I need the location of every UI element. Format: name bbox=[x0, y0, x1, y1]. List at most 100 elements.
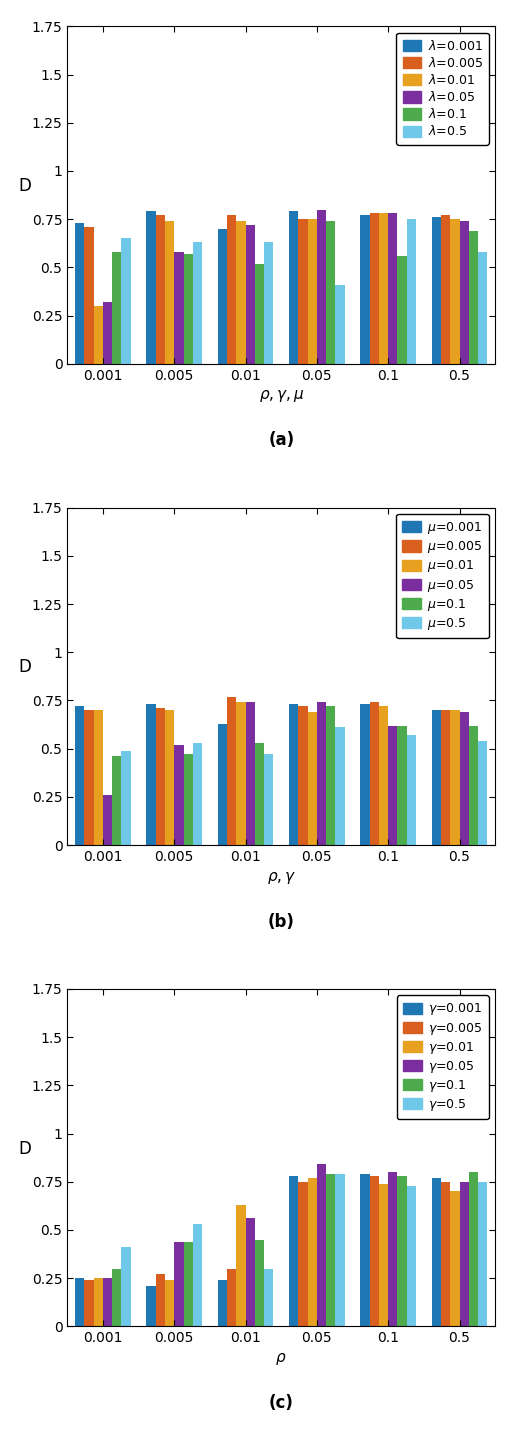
Bar bbox=[407, 735, 416, 845]
Bar bbox=[121, 751, 131, 845]
Bar bbox=[147, 212, 156, 363]
Bar bbox=[308, 712, 317, 845]
Bar bbox=[85, 227, 93, 363]
Bar bbox=[317, 1164, 326, 1327]
Bar bbox=[469, 1173, 478, 1327]
Bar bbox=[388, 213, 397, 363]
Text: (b): (b) bbox=[268, 912, 295, 931]
Bar bbox=[379, 213, 388, 363]
Legend: $\lambda$=0.001, $\lambda$=0.005, $\lambda$=0.01, $\lambda$=0.05, $\lambda$=0.1,: $\lambda$=0.001, $\lambda$=0.005, $\lamb… bbox=[396, 33, 489, 144]
Bar bbox=[174, 745, 184, 845]
Bar bbox=[397, 256, 407, 363]
Text: (a): (a) bbox=[268, 432, 294, 449]
Bar bbox=[450, 1191, 460, 1327]
Bar bbox=[478, 741, 487, 845]
Bar bbox=[326, 222, 335, 363]
Bar bbox=[184, 1241, 193, 1327]
Bar bbox=[121, 1247, 131, 1327]
Bar bbox=[289, 212, 298, 363]
Bar bbox=[218, 724, 227, 845]
Bar bbox=[112, 252, 121, 363]
Bar bbox=[236, 1205, 246, 1327]
X-axis label: $\rho,\gamma,\mu$: $\rho,\gamma,\mu$ bbox=[259, 388, 304, 405]
Bar bbox=[388, 725, 397, 845]
Bar bbox=[460, 222, 469, 363]
Bar bbox=[193, 242, 202, 363]
Bar bbox=[121, 239, 131, 363]
Bar bbox=[298, 1181, 308, 1327]
Bar bbox=[85, 711, 93, 845]
Bar bbox=[450, 711, 460, 845]
Bar bbox=[317, 702, 326, 845]
Bar bbox=[93, 711, 103, 845]
Bar bbox=[246, 1218, 255, 1327]
Bar bbox=[469, 725, 478, 845]
Bar bbox=[379, 706, 388, 845]
Bar bbox=[156, 1274, 165, 1327]
Legend: $\mu$=0.001, $\mu$=0.005, $\mu$=0.01, $\mu$=0.05, $\mu$=0.1, $\mu$=0.5: $\mu$=0.001, $\mu$=0.005, $\mu$=0.01, $\… bbox=[396, 513, 489, 638]
Bar bbox=[407, 1185, 416, 1327]
Bar bbox=[246, 225, 255, 363]
Y-axis label: D: D bbox=[18, 1140, 31, 1158]
Bar bbox=[335, 1174, 345, 1327]
Bar bbox=[308, 219, 317, 363]
Bar bbox=[236, 702, 246, 845]
Bar bbox=[326, 1174, 335, 1327]
Bar bbox=[264, 242, 273, 363]
Bar bbox=[246, 702, 255, 845]
Bar bbox=[147, 1286, 156, 1327]
Bar bbox=[441, 711, 450, 845]
Bar bbox=[478, 1181, 487, 1327]
Bar bbox=[308, 1178, 317, 1327]
Bar bbox=[379, 1184, 388, 1327]
Bar bbox=[75, 223, 85, 363]
Bar bbox=[112, 1268, 121, 1327]
Bar bbox=[264, 755, 273, 845]
Bar bbox=[369, 213, 379, 363]
Bar bbox=[165, 711, 174, 845]
Bar bbox=[236, 222, 246, 363]
Bar bbox=[317, 210, 326, 363]
Bar bbox=[156, 216, 165, 363]
Bar bbox=[441, 1181, 450, 1327]
Bar bbox=[432, 711, 441, 845]
Bar bbox=[103, 795, 112, 845]
Bar bbox=[75, 706, 85, 845]
Bar bbox=[85, 1280, 93, 1327]
Bar bbox=[360, 705, 369, 845]
Bar bbox=[218, 229, 227, 363]
Bar bbox=[156, 708, 165, 845]
Bar bbox=[93, 1278, 103, 1327]
X-axis label: $\rho$: $\rho$ bbox=[276, 1351, 287, 1367]
Bar bbox=[369, 1175, 379, 1327]
Bar bbox=[298, 219, 308, 363]
Bar bbox=[193, 744, 202, 845]
Bar bbox=[432, 217, 441, 363]
Bar bbox=[478, 252, 487, 363]
Bar bbox=[255, 744, 264, 845]
Bar bbox=[397, 1175, 407, 1327]
Bar bbox=[460, 712, 469, 845]
Bar bbox=[388, 1173, 397, 1327]
Bar bbox=[165, 222, 174, 363]
Bar bbox=[407, 219, 416, 363]
Bar bbox=[360, 1174, 369, 1327]
Bar bbox=[397, 725, 407, 845]
Bar bbox=[326, 706, 335, 845]
Bar bbox=[255, 263, 264, 363]
Bar bbox=[174, 1241, 184, 1327]
Bar bbox=[369, 702, 379, 845]
Bar bbox=[289, 705, 298, 845]
Bar bbox=[264, 1268, 273, 1327]
Y-axis label: D: D bbox=[18, 177, 31, 194]
Bar bbox=[147, 705, 156, 845]
Bar bbox=[174, 252, 184, 363]
Bar bbox=[184, 255, 193, 363]
Bar bbox=[432, 1178, 441, 1327]
Bar bbox=[184, 755, 193, 845]
Bar bbox=[227, 216, 236, 363]
Bar bbox=[289, 1175, 298, 1327]
Bar bbox=[103, 302, 112, 363]
Bar bbox=[165, 1280, 174, 1327]
Bar bbox=[112, 756, 121, 845]
